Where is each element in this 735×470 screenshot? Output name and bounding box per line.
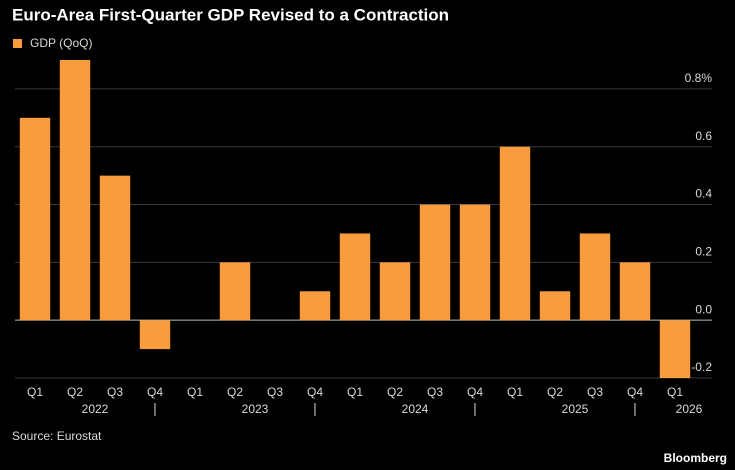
bar [59,60,91,321]
year-label: 2022 [82,402,109,416]
x-tick-label: Q1 [507,385,523,399]
y-tick-label: 0.2 [695,245,712,259]
bar [219,262,251,321]
bar [139,320,171,350]
x-tick-label: Q3 [427,385,443,399]
x-tick-label: Q3 [587,385,603,399]
x-tick-label: Q2 [67,385,83,399]
legend-label: GDP (QoQ) [30,36,92,50]
bar [579,233,611,321]
x-tick-label: Q1 [187,385,203,399]
x-tick-label: Q3 [107,385,123,399]
bar [659,320,691,378]
legend-swatch [13,39,22,48]
y-tick-label: 0.6 [695,129,712,143]
bar [499,146,531,321]
bar [539,291,571,321]
year-label: 2023 [242,402,269,416]
x-tick-label: Q4 [467,385,483,399]
x-tick-label: Q4 [627,385,643,399]
y-tick-label: -0.2 [691,360,712,374]
bar [419,204,451,321]
y-tick-label: 0.0 [695,302,712,316]
x-tick-label: Q2 [227,385,243,399]
x-tick-label: Q4 [147,385,163,399]
bar [619,262,651,321]
bar [299,291,331,321]
bar [459,204,491,321]
bar [99,175,131,321]
bar [379,262,411,321]
chart-title: Euro-Area First-Quarter GDP Revised to a… [12,5,449,24]
x-tick-label: Q2 [387,385,403,399]
bar [339,233,371,321]
year-label: 2024 [402,402,429,416]
x-tick-label: Q2 [547,385,563,399]
x-tick-label: Q3 [267,385,283,399]
credit: Bloomberg [664,451,727,465]
year-label: 2025 [562,402,589,416]
x-tick-label: Q1 [667,385,683,399]
y-tick-label: 0.8% [685,71,713,85]
year-label: 2026 [676,402,703,416]
x-tick-label: Q1 [27,385,43,399]
x-tick-label: Q4 [307,385,323,399]
y-tick-label: 0.4 [695,187,712,201]
x-tick-label: Q1 [347,385,363,399]
source: Source: Eurostat [12,429,102,443]
bar [19,117,51,321]
